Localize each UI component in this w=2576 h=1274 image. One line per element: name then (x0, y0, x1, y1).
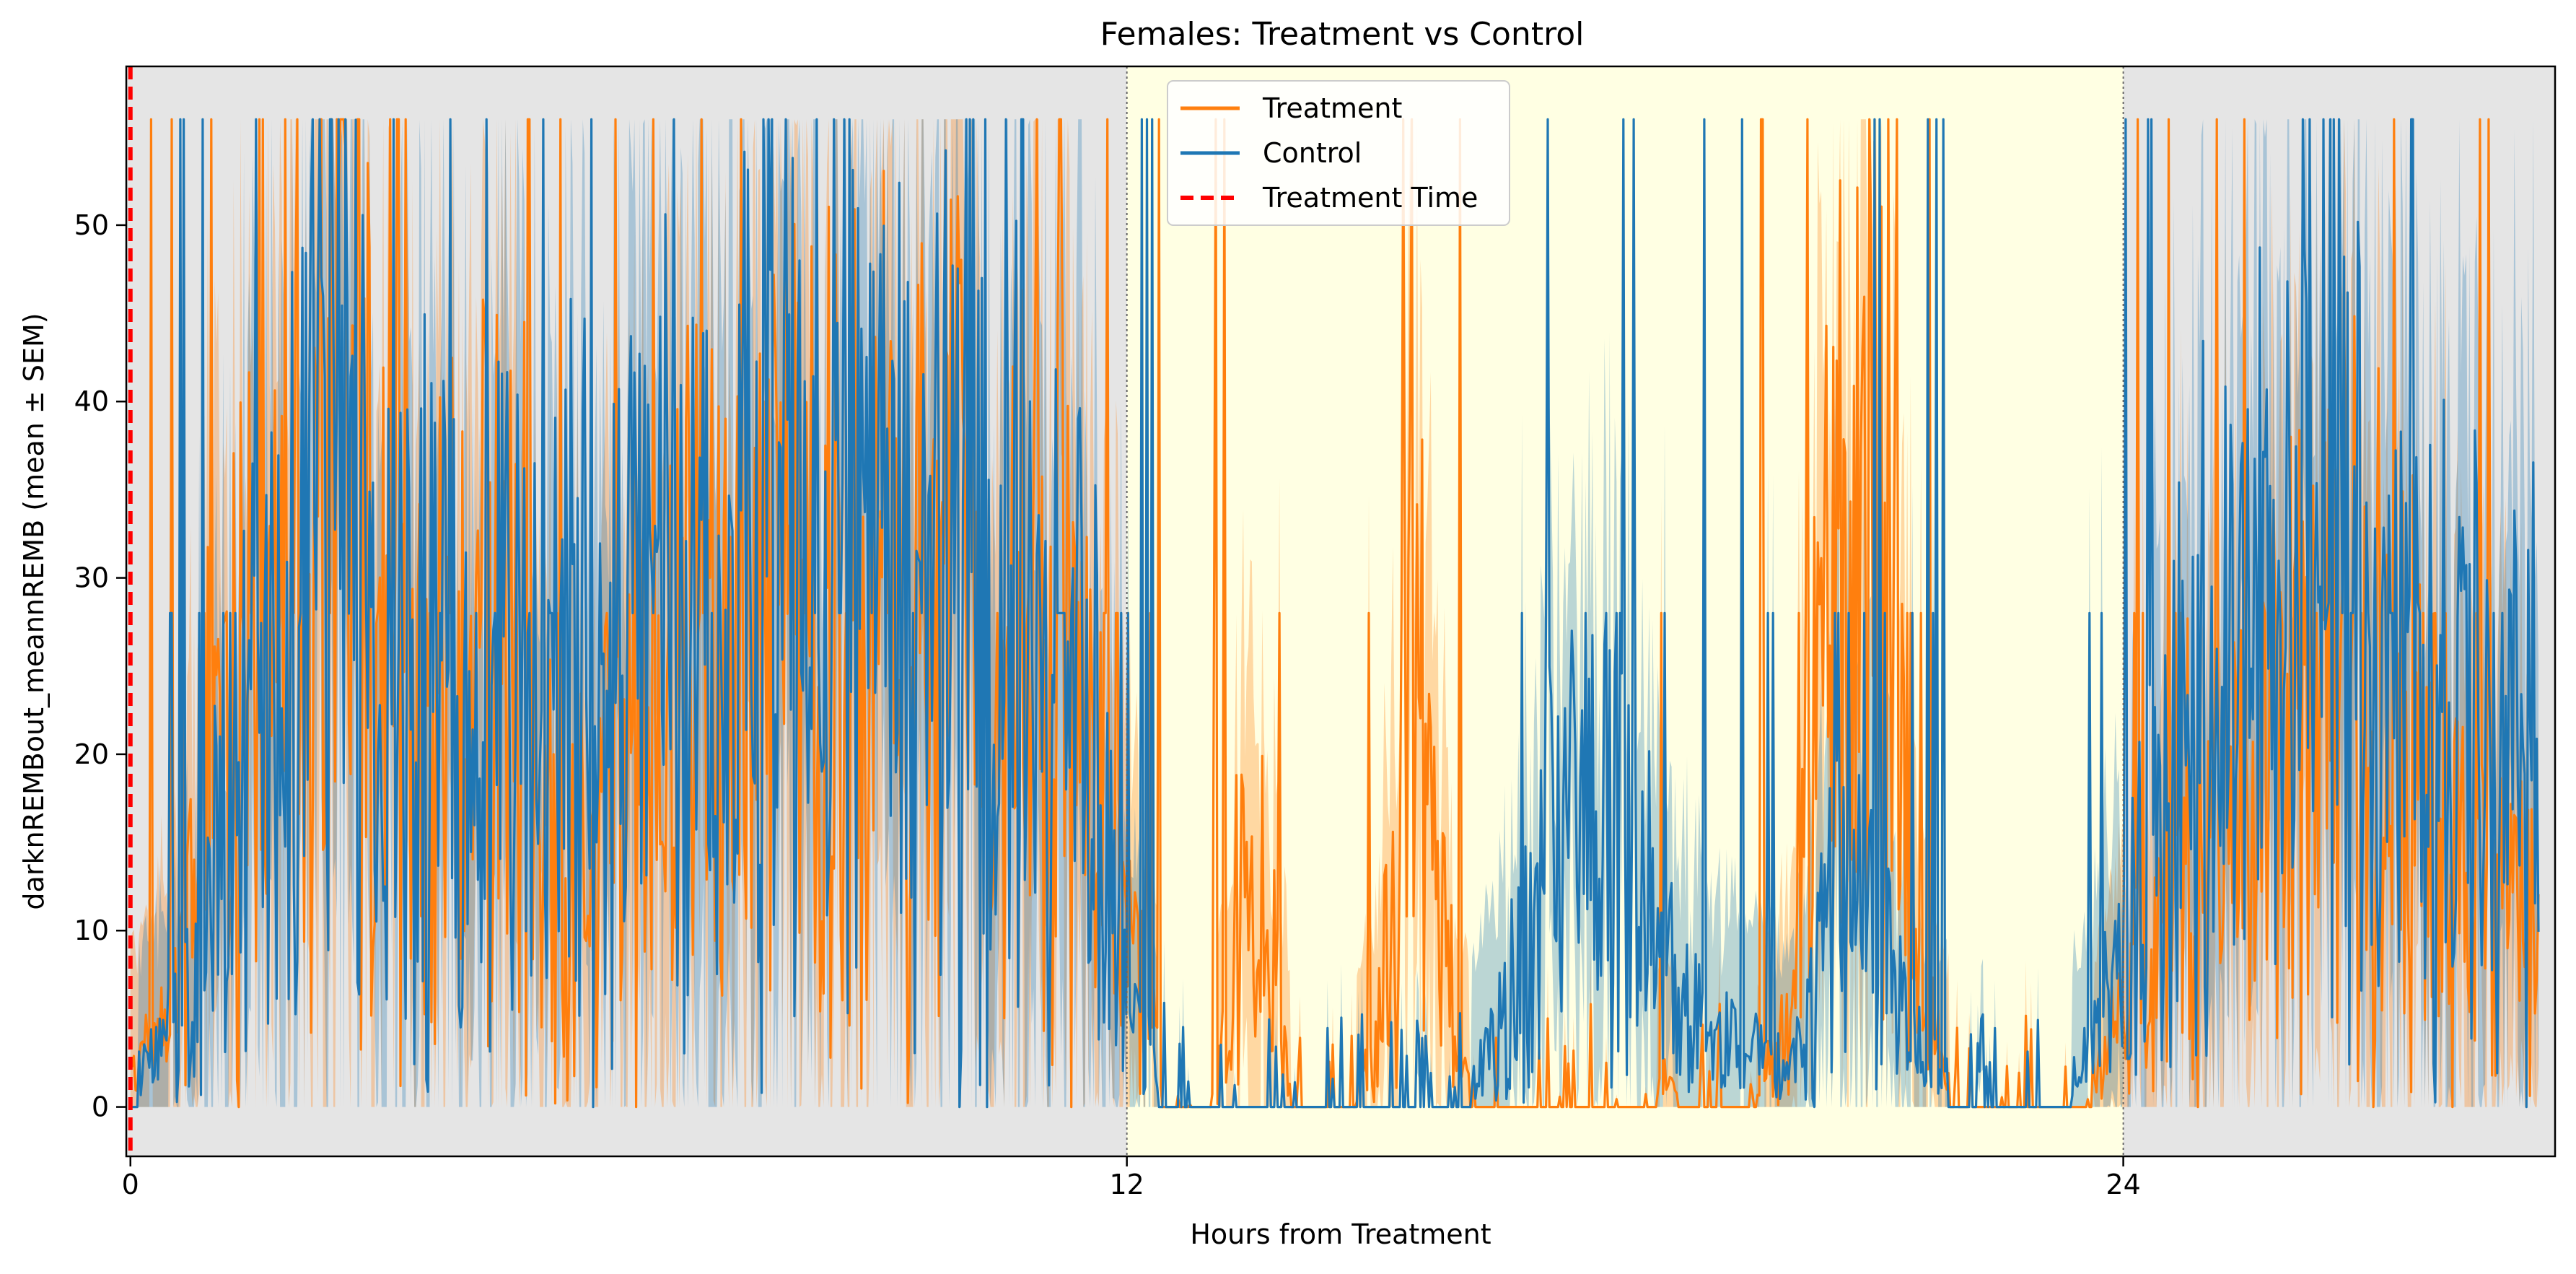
legend: Treatment Control Treatment Time (1167, 80, 1510, 226)
y-tick-label-30: 30 (74, 562, 109, 594)
x-axis: 0 12 24 (122, 1156, 2141, 1200)
x-tick-label-12: 12 (1109, 1169, 1144, 1200)
plot-frame (125, 65, 2557, 1158)
legend-label-treatment: Treatment (1262, 92, 1402, 124)
legend-box (1167, 80, 1510, 226)
y-tick-label-0: 0 (92, 1091, 109, 1123)
x-axis-label: Hours from Treatment (1190, 1218, 1491, 1250)
y-tick-label-20: 20 (74, 738, 109, 770)
x-tick-label-0: 0 (122, 1169, 139, 1200)
y-tick-label-40: 40 (74, 385, 109, 417)
x-tick-label-24: 24 (2106, 1169, 2140, 1200)
legend-label-treatment-time: Treatment Time (1262, 182, 1478, 214)
legend-label-control: Control (1263, 137, 1362, 169)
y-axis: 0 10 20 30 40 50 (74, 209, 126, 1123)
chart-title: Females: Treatment vs Control (1100, 16, 1585, 53)
y-tick-label-50: 50 (74, 209, 109, 241)
y-axis-label: darknREMBout_meannREMB (mean ± SEM) (18, 313, 50, 909)
series-lines (130, 118, 2540, 1109)
series-line-control (130, 118, 2540, 1109)
y-tick-label-10: 10 (74, 915, 109, 946)
